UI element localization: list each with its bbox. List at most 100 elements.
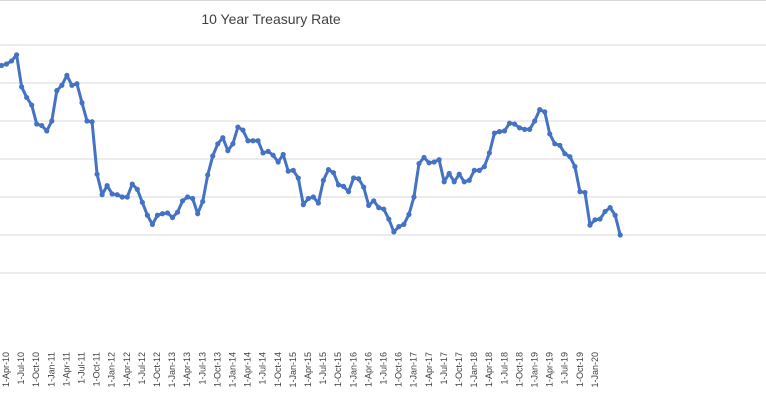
series-markers: [0, 52, 623, 238]
data-point: [572, 164, 578, 170]
data-point: [49, 118, 55, 124]
data-point: [471, 167, 477, 173]
x-tick-label: 1-Apr-16: [363, 352, 373, 387]
data-point: [532, 118, 538, 124]
data-point: [195, 211, 201, 217]
x-tick-label: 1-Apr-13: [182, 352, 192, 387]
x-tick-label: 1-Jan-14: [228, 352, 238, 388]
x-tick-label: 1-Jul-13: [197, 352, 207, 385]
data-point: [310, 194, 316, 200]
data-point: [496, 129, 503, 135]
data-point: [260, 150, 266, 156]
data-point: [461, 179, 467, 185]
data-point: [376, 205, 382, 211]
x-tick-label: 1-Jul-16: [379, 352, 389, 385]
data-point: [547, 131, 553, 137]
data-point: [511, 121, 518, 127]
x-tick-label: 1-Apr-17: [424, 352, 434, 387]
data-point: [476, 167, 482, 173]
data-point: [617, 232, 623, 238]
data-point: [44, 128, 50, 134]
data-point: [139, 199, 145, 205]
data-point: [527, 126, 533, 132]
data-point: [119, 194, 125, 200]
x-tick-label: 1-Oct-10: [31, 352, 41, 387]
data-point: [607, 205, 613, 211]
data-point: [552, 141, 558, 147]
data-point: [220, 135, 226, 141]
x-tick-label: 1-Apr-19: [545, 352, 555, 387]
data-point: [411, 194, 417, 200]
data-point: [401, 221, 407, 227]
x-tick-label: 1-Jul-18: [499, 352, 509, 385]
data-point: [325, 167, 332, 173]
data-point: [597, 216, 603, 222]
data-point: [335, 182, 342, 188]
data-point: [0, 62, 5, 69]
data-point: [582, 189, 588, 196]
x-tick-label: 1-Jan-15: [288, 352, 298, 388]
data-point: [416, 160, 422, 167]
data-point: [210, 153, 216, 159]
x-tick-label: 1-Jul-11: [77, 352, 87, 384]
data-point: [159, 211, 166, 217]
data-point: [235, 124, 241, 130]
data-point: [179, 198, 186, 204]
x-tick-label: 1-Jul-14: [258, 352, 268, 385]
data-point: [149, 221, 155, 227]
data-point: [577, 189, 583, 195]
x-tick-label: 1-Jan-11: [46, 352, 56, 387]
data-point: [345, 189, 352, 195]
data-point: [144, 212, 150, 218]
data-point: [13, 52, 20, 58]
data-point: [54, 88, 60, 94]
data-point: [89, 119, 95, 125]
data-point: [391, 229, 397, 235]
x-tick-label: 1-Jan-20: [590, 352, 600, 388]
data-point: [250, 138, 256, 144]
data-point: [456, 171, 462, 177]
data-point: [537, 107, 543, 113]
data-point: [451, 179, 457, 185]
series-line-10-year-treasury-rate: [0, 53, 622, 237]
x-tick-label: 1-Jan-13: [167, 352, 177, 388]
x-tick-label: 1-Oct-14: [273, 352, 283, 387]
data-point: [446, 170, 452, 177]
data-point: [501, 128, 508, 134]
x-tick-label: 1-Apr-10: [1, 352, 11, 387]
data-point: [174, 209, 181, 215]
data-point: [481, 164, 487, 170]
data-point: [295, 175, 301, 181]
data-point: [190, 195, 196, 202]
data-point: [114, 192, 120, 198]
x-tick-label: 1-Jan-18: [469, 352, 479, 388]
x-tick-label: 1-Jul-12: [137, 352, 147, 385]
data-point: [64, 72, 70, 78]
x-tick-label: 1-Jan-12: [107, 352, 117, 388]
data-point: [592, 217, 598, 223]
data-point: [34, 121, 40, 127]
data-point: [164, 210, 171, 216]
data-point: [320, 177, 327, 183]
x-tick-label: 1-Oct-19: [575, 352, 585, 387]
data-point: [245, 138, 251, 144]
data-point: [29, 102, 35, 108]
x-tick-label: 1-Jul-15: [318, 352, 328, 385]
x-tick-label: 1-Oct-16: [394, 352, 404, 387]
data-point: [270, 152, 276, 158]
data-point: [265, 148, 271, 154]
x-tick-label: 1-Oct-18: [514, 352, 524, 387]
data-point: [205, 172, 211, 178]
data-point: [99, 192, 105, 198]
data-point: [441, 179, 447, 185]
x-tick-label: 1-Jul-17: [439, 352, 449, 385]
data-point: [129, 181, 135, 187]
x-tick-label: 1-Apr-11: [61, 352, 71, 386]
x-tick-label: 1-Apr-12: [122, 352, 132, 387]
data-point: [285, 168, 291, 174]
data-point: [542, 109, 548, 115]
data-point: [386, 216, 392, 222]
data-point: [305, 195, 311, 202]
data-point: [361, 184, 367, 190]
data-point: [185, 194, 191, 200]
